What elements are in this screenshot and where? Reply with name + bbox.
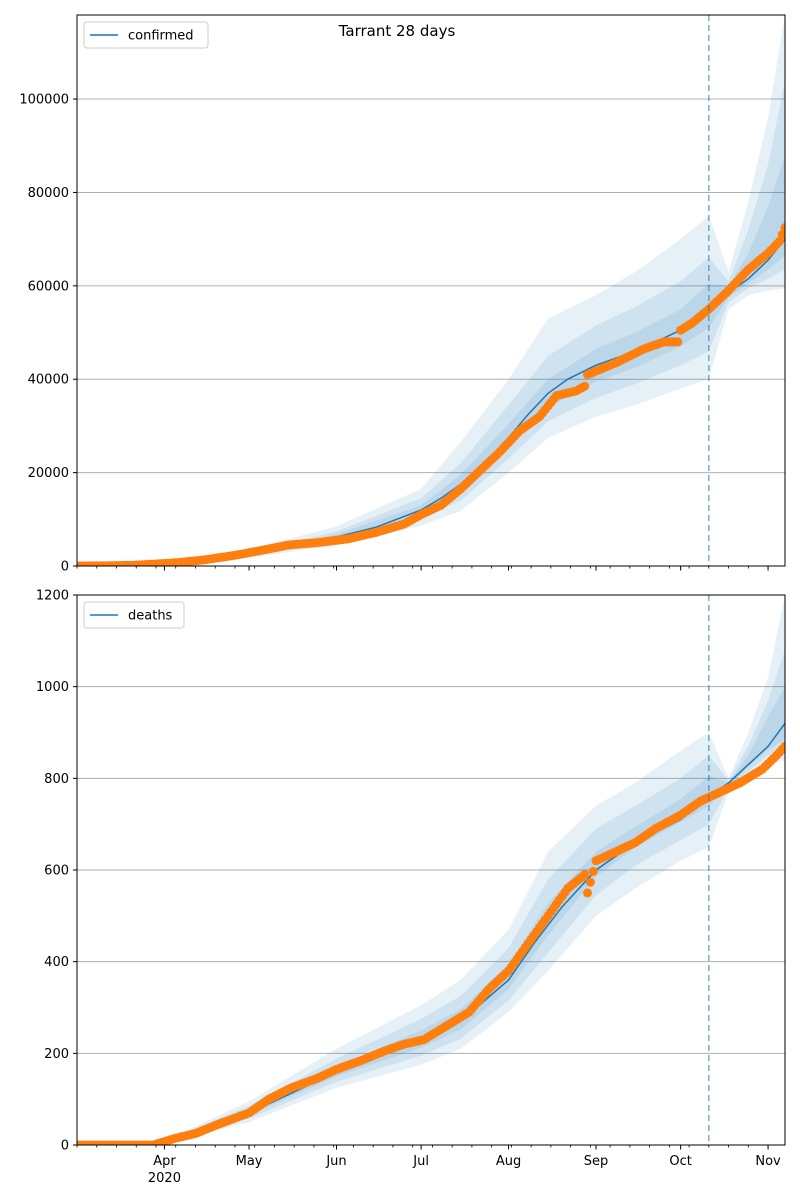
x-tick-label: Jul xyxy=(412,1154,429,1169)
x-tick-label: May xyxy=(236,1154,263,1169)
observed-point xyxy=(585,877,595,887)
x-year-label: 2020 xyxy=(148,1171,181,1186)
observed-point xyxy=(588,867,598,876)
uncertainty-band xyxy=(77,650,785,1145)
y-tick-label: 80000 xyxy=(28,186,69,201)
x-tick-label: Nov xyxy=(755,1154,781,1169)
observed-point xyxy=(774,237,784,246)
x-tick-label: Jun xyxy=(325,1154,346,1169)
deaths-panel: 0 200 400 600 800 1000 1200 Apr May Jun Jul Aug Sep O… xyxy=(36,589,786,1186)
legend: deaths xyxy=(83,601,185,629)
observed-point xyxy=(780,223,785,232)
observed-point xyxy=(583,888,592,898)
y-tick-label: 0 xyxy=(61,1139,69,1154)
legend-label: confirmed xyxy=(128,29,194,44)
uncertainty-band xyxy=(77,15,785,566)
y-tick-label: 1000 xyxy=(36,680,69,695)
y-tick-label: 100000 xyxy=(19,93,69,108)
y-tick-label: 0 xyxy=(61,560,69,575)
uncertainty-band xyxy=(77,155,785,566)
axes-frame xyxy=(76,14,786,567)
y-tick-label: 1200 xyxy=(36,589,69,604)
observed-points xyxy=(77,741,785,1145)
x-tick-label: Aug xyxy=(496,1154,521,1169)
x-tick-label: Oct xyxy=(669,1154,691,1169)
y-tick-label: 40000 xyxy=(28,373,69,388)
x-tick-label: Apr xyxy=(153,1154,176,1169)
confirmed-panel: 0 20000 40000 60000 80000 100000 confirmed xyxy=(19,14,786,575)
observed-point xyxy=(673,337,683,347)
observed-point xyxy=(777,230,785,239)
observed-point xyxy=(780,741,785,751)
x-tick-label: Sep xyxy=(584,1154,609,1169)
legend: confirmed xyxy=(83,21,209,49)
gridlines xyxy=(77,98,785,474)
y-tick-label: 60000 xyxy=(28,279,69,294)
uncertainty-band xyxy=(77,80,785,566)
y-tick-label: 600 xyxy=(44,864,69,879)
y-tick-label: 400 xyxy=(44,955,69,970)
y-tick-label: 800 xyxy=(44,772,69,787)
observed-point xyxy=(580,870,590,880)
legend-box xyxy=(83,21,209,49)
figure-title: Tarrant 28 days xyxy=(338,22,456,40)
legend-label: deaths xyxy=(128,609,173,624)
y-tick-label: 20000 xyxy=(28,466,69,481)
observed-point xyxy=(580,381,590,391)
y-tick-label: 200 xyxy=(44,1047,69,1062)
legend-box xyxy=(83,601,185,629)
observed-points xyxy=(77,223,785,566)
